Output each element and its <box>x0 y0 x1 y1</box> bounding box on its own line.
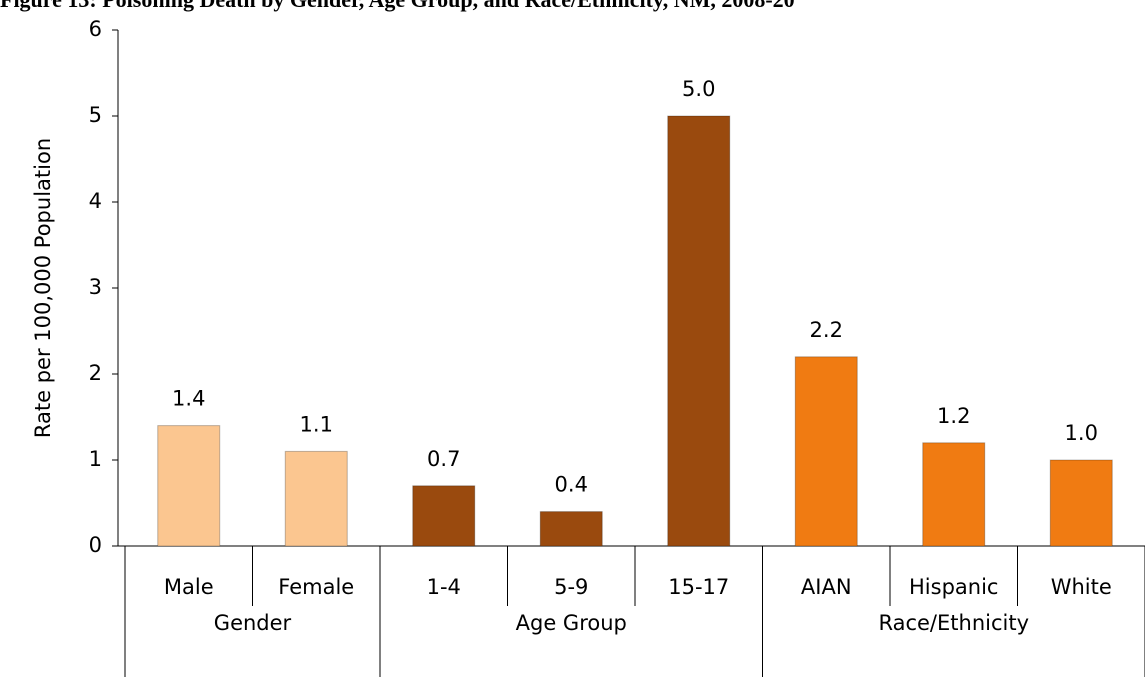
value-label: 1.0 <box>1065 421 1098 445</box>
y-tick-label: 2 <box>89 361 102 385</box>
y-tick-label: 0 <box>89 533 102 557</box>
x-tick-label: 5-9 <box>554 575 588 599</box>
bar <box>667 115 731 547</box>
value-label: 2.2 <box>810 318 843 342</box>
x-tick-label: 15-17 <box>668 575 729 599</box>
bar <box>157 425 221 547</box>
bar <box>284 450 348 547</box>
x-tick-label: Male <box>164 575 214 599</box>
value-label: 1.1 <box>300 412 333 436</box>
y-axis-label: Rate per 100,000 Population <box>31 138 55 438</box>
y-tick-label: 3 <box>89 275 102 299</box>
group-label: Age Group <box>516 611 627 635</box>
y-tick-label: 6 <box>89 17 102 41</box>
chart-title: Figure 13: Poisoning Death by Gender, Ag… <box>0 0 795 12</box>
value-label: 1.4 <box>172 387 205 411</box>
x-tick-label: Female <box>278 575 354 599</box>
group-label: Gender <box>214 611 292 635</box>
group-label: Race/Ethnicity <box>878 611 1029 635</box>
bar <box>412 485 476 547</box>
y-tick-label: 1 <box>89 447 102 471</box>
bar <box>922 442 986 547</box>
x-tick-label: Hispanic <box>909 575 998 599</box>
y-tick-label: 5 <box>89 103 102 127</box>
value-label: 5.0 <box>682 77 715 101</box>
y-tick-label: 4 <box>89 189 102 213</box>
x-tick-label: White <box>1051 575 1112 599</box>
x-tick-label: AIAN <box>801 575 852 599</box>
bar <box>794 356 858 547</box>
value-label: 0.7 <box>427 447 460 471</box>
bar <box>1049 459 1113 547</box>
bar <box>539 511 603 547</box>
value-label: 1.2 <box>937 404 970 428</box>
value-label: 0.4 <box>555 473 588 497</box>
x-tick-label: 1-4 <box>427 575 461 599</box>
